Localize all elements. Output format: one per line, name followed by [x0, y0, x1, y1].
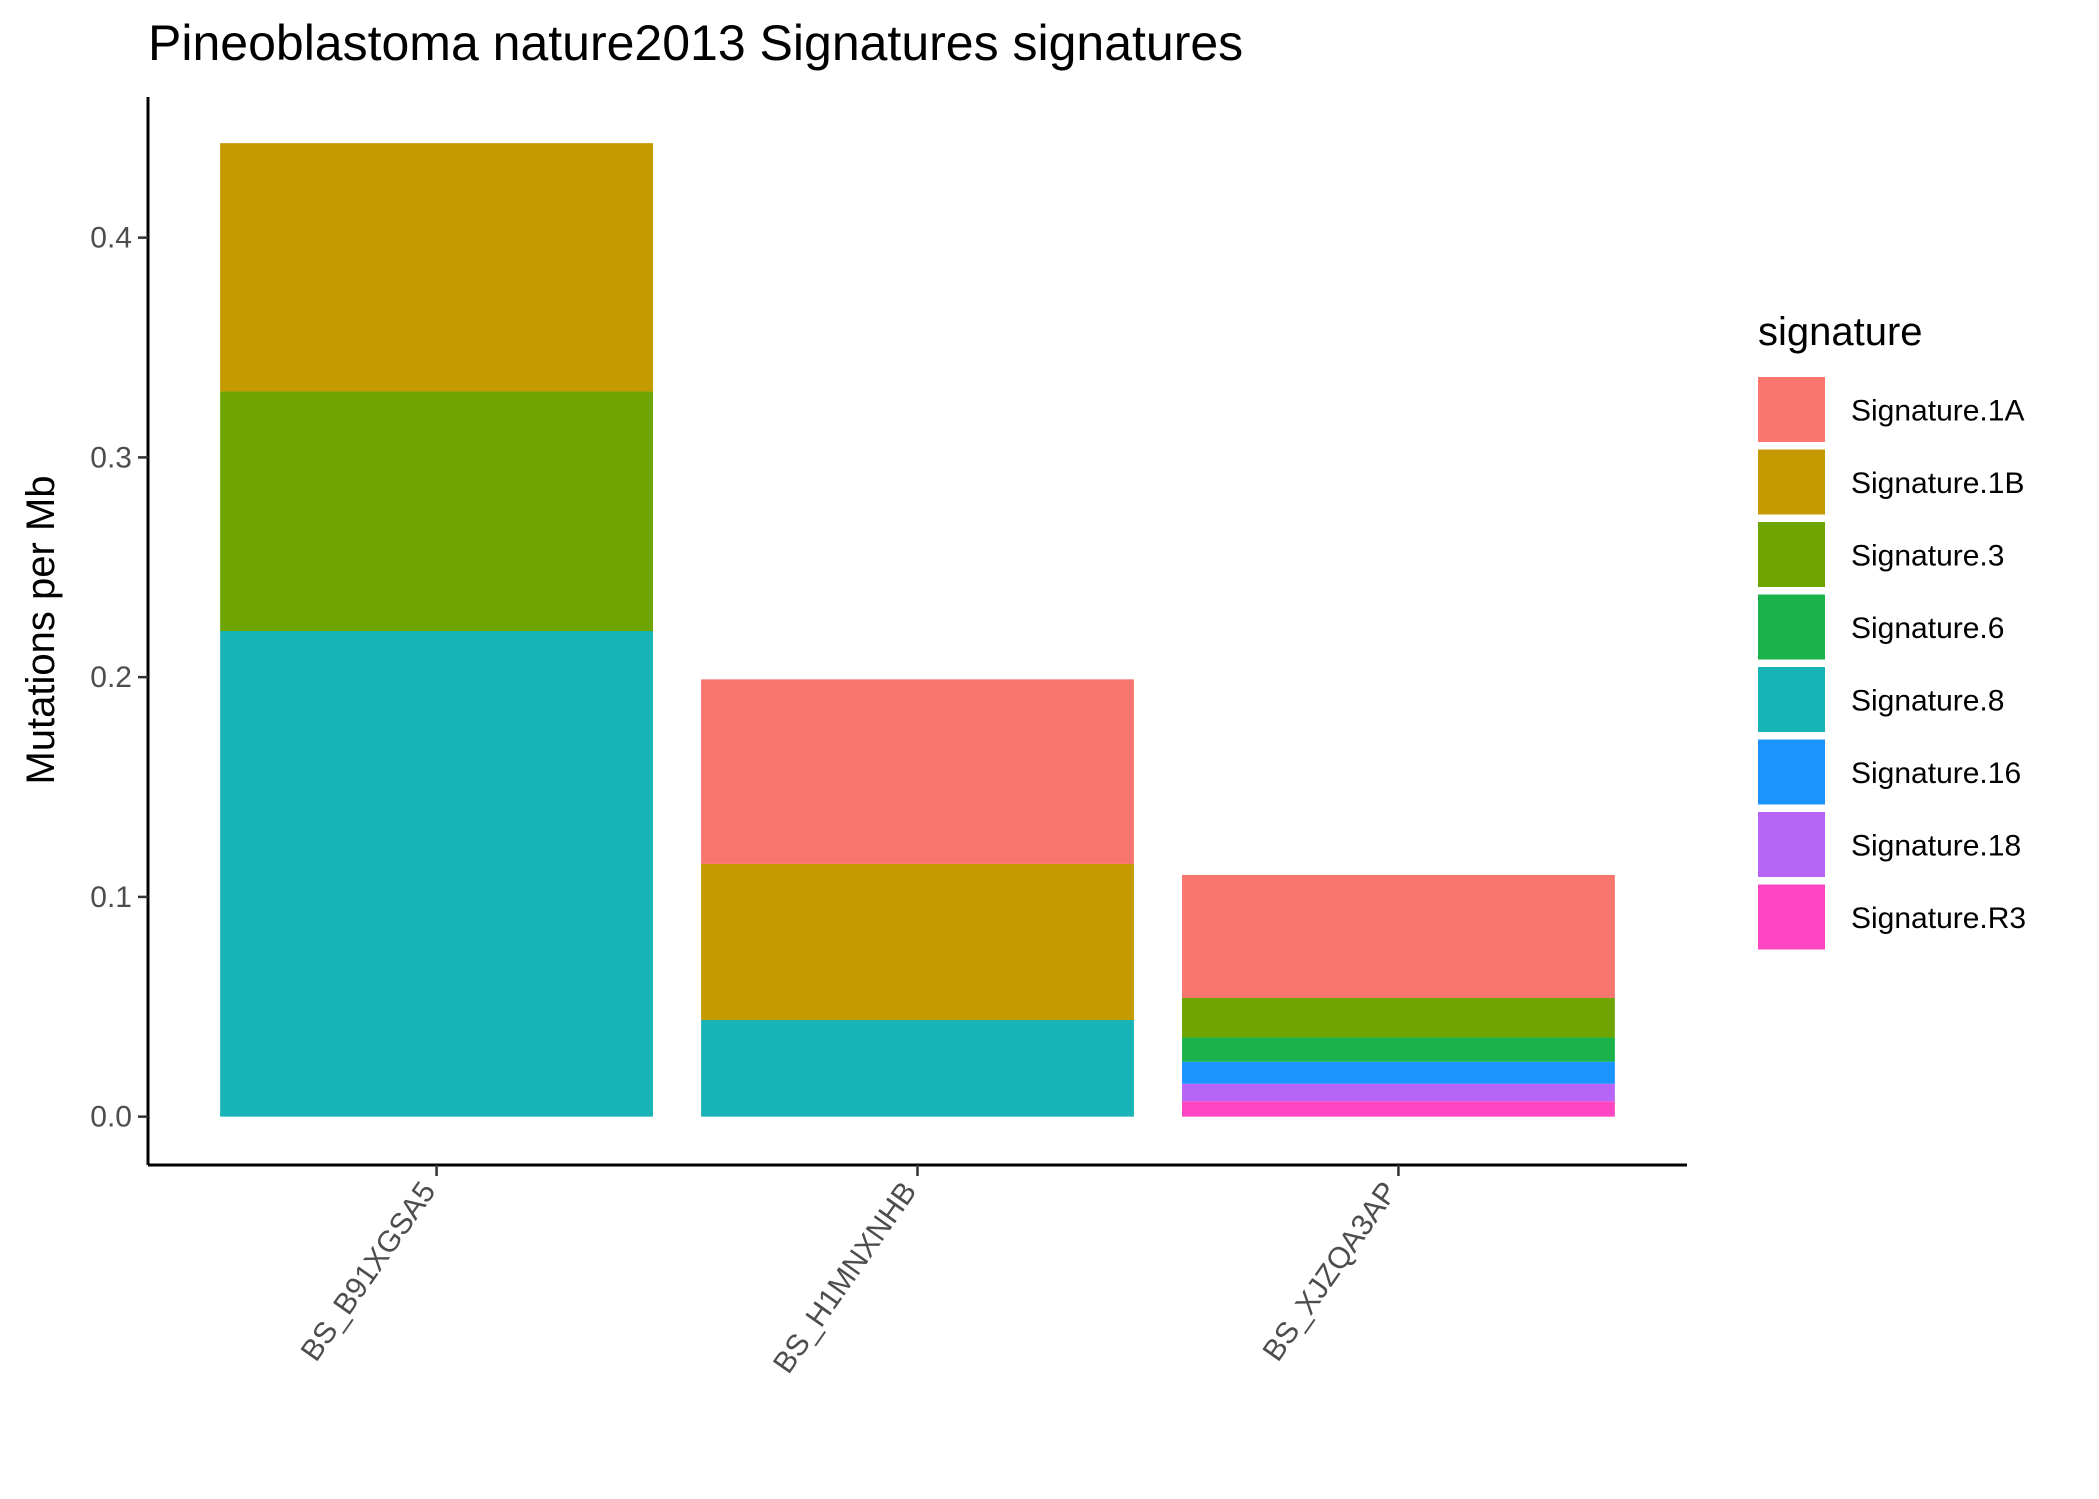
legend-label: Signature.18 — [1851, 830, 2021, 863]
y-axis-title: Mutations per Mb — [19, 475, 63, 784]
legend: signature Signature.1A Signature.1B Signat… — [1758, 310, 2026, 950]
legend-swatch-Signature.18 — [1758, 812, 1825, 877]
bar-segment-BS_H1MNXNHB-Signature.1B — [701, 863, 1134, 1020]
x-tick-label: BS_B91XGSA5 — [295, 1176, 443, 1367]
legend-title: signature — [1758, 310, 1923, 354]
legend-label: Signature.1B — [1851, 467, 2024, 500]
y-tick-label: 0.2 — [90, 661, 132, 694]
bar-segment-BS_B91XGSA5-Signature.8 — [220, 631, 653, 1117]
legend-swatch-Signature.3 — [1758, 522, 1825, 587]
legend-swatch-Signature.8 — [1758, 667, 1825, 732]
legend-swatch-Signature.1A — [1758, 377, 1825, 442]
legend-label: Signature.8 — [1851, 685, 2004, 718]
x-tick-label: BS_XJZQA3AP — [1257, 1176, 1405, 1367]
legend-label: Signature.6 — [1851, 612, 2004, 645]
bar-segment-BS_B91XGSA5-Signature.1B — [220, 143, 653, 392]
bar-segment-BS_XJZQA3AP-Signature.18 — [1182, 1083, 1615, 1102]
bar-segment-BS_B91XGSA5-Signature.3 — [220, 391, 653, 631]
legend-label: Signature.3 — [1851, 540, 2004, 573]
y-tick-label: 0.3 — [90, 441, 132, 474]
bar-segment-BS_XJZQA3AP-Signature.3 — [1182, 997, 1615, 1038]
legend-swatch-Signature.16 — [1758, 739, 1825, 805]
bar-segment-BS_XJZQA3AP-Signature.R3 — [1182, 1101, 1615, 1117]
legend-swatch-Signature.1B — [1758, 449, 1825, 515]
chart-title: Pineoblastoma nature2013 Signatures sign… — [148, 15, 1243, 71]
y-tick-label: 0.0 — [90, 1101, 132, 1134]
bar-segment-BS_H1MNXNHB-Signature.8 — [701, 1019, 1134, 1117]
y-tick-label: 0.4 — [90, 222, 132, 255]
bar-segment-BS_H1MNXNHB-Signature.1A — [701, 679, 1134, 864]
bar-segment-BS_XJZQA3AP-Signature.16 — [1182, 1061, 1615, 1084]
legend-swatch-Signature.6 — [1758, 594, 1825, 660]
legend-label: Signature.16 — [1851, 757, 2021, 790]
legend-swatch-Signature.R3 — [1758, 884, 1825, 950]
legend-label: Signature.R3 — [1851, 902, 2026, 935]
bar-segment-BS_XJZQA3AP-Signature.6 — [1182, 1037, 1615, 1062]
bar-segment-BS_XJZQA3AP-Signature.1A — [1182, 874, 1615, 998]
x-tick-label: BS_H1MNXNHB — [767, 1176, 923, 1379]
y-tick-label: 0.1 — [90, 881, 132, 914]
bars-group — [220, 143, 1615, 1117]
legend-label: Signature.1A — [1851, 395, 2024, 428]
